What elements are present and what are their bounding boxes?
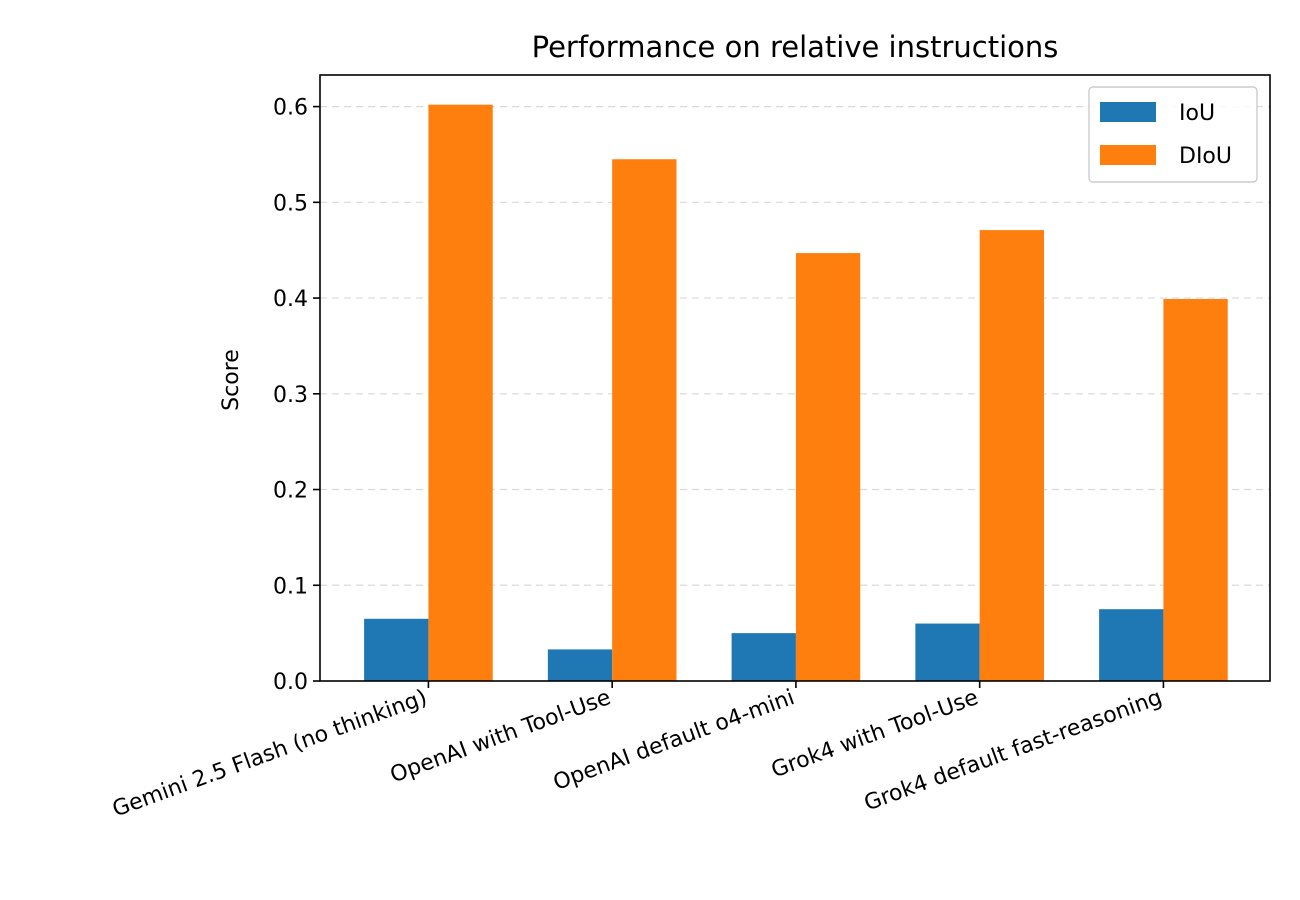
bar-diou-1 xyxy=(612,159,677,681)
bar-iou-0 xyxy=(364,618,429,681)
legend-swatch-iou xyxy=(1100,102,1156,122)
legend-label-iou: IoU xyxy=(1179,101,1215,126)
y-tick-label: 0.2 xyxy=(273,479,308,504)
bar-iou-1 xyxy=(547,649,613,681)
bars xyxy=(364,104,1228,682)
y-tick-label: 0.0 xyxy=(273,670,308,695)
bar-iou-3 xyxy=(915,623,980,681)
y-tick-label: 0.3 xyxy=(273,383,308,408)
x-tick-label: Gemini 2.5 Flash (no thinking) xyxy=(109,685,430,822)
y-axis: 0.0 0.1 0.2 0.3 0.4 0.5 0.6 xyxy=(273,96,320,695)
bar-iou-2 xyxy=(731,633,796,681)
y-tick-label: 0.5 xyxy=(273,191,308,216)
bar-diou-4 xyxy=(1163,299,1228,681)
y-tick-label: 0.1 xyxy=(273,574,308,599)
y-tick-label: 0.4 xyxy=(273,287,308,312)
bar-diou-0 xyxy=(428,104,493,681)
y-axis-label: Score xyxy=(219,349,244,411)
chart-title: Performance on relative instructions xyxy=(532,30,1059,64)
legend-label-diou: DIoU xyxy=(1179,144,1232,169)
plot-frame xyxy=(319,74,1271,682)
x-axis: Gemini 2.5 Flash (no thinking)OpenAI wit… xyxy=(109,681,1165,822)
bar-diou-2 xyxy=(795,253,861,681)
x-tick-label: Grok4 default fast-reasoning xyxy=(861,685,1165,816)
bar-iou-4 xyxy=(1099,609,1164,681)
bar-diou-3 xyxy=(979,230,1044,682)
legend-swatch-diou xyxy=(1100,145,1156,165)
y-tick-label: 0.6 xyxy=(273,96,308,121)
legend: IoU DIoU xyxy=(1088,86,1258,183)
